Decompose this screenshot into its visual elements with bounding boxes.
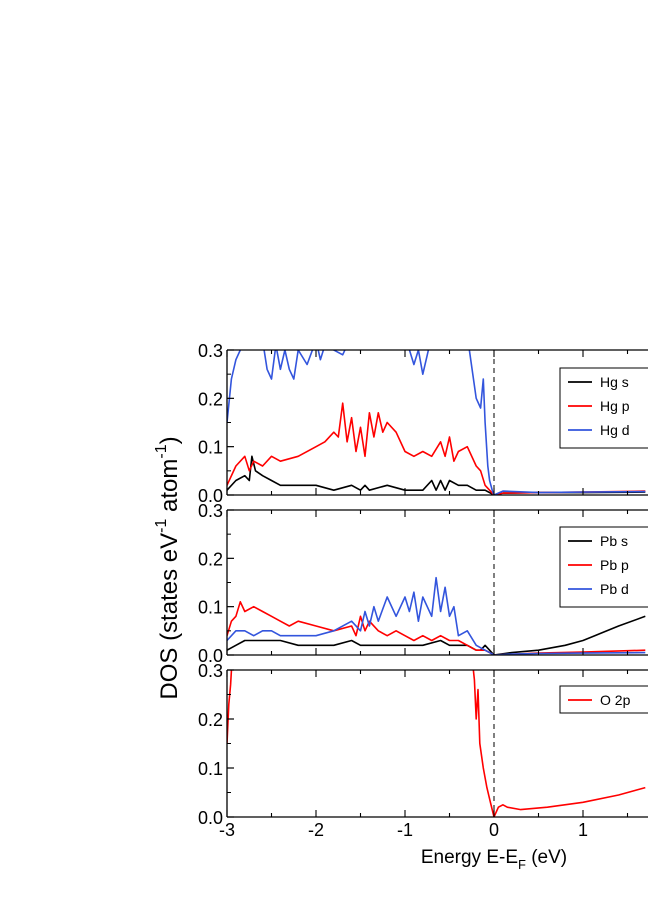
series-line-hg-d	[227, 350, 646, 495]
y-axis-label: DOS (states eV-1 atom-1)	[153, 436, 183, 699]
legend-1: Hg s Hg p Hg d	[559, 367, 648, 449]
legend-label: Pb d	[600, 581, 629, 597]
y-tick-label: 0.3	[198, 661, 223, 681]
legend-3: O 2p	[559, 685, 648, 714]
x-tick-label: 1	[578, 820, 588, 840]
panel-2-series	[227, 576, 646, 655]
y-tick-label: 0.0	[198, 808, 223, 828]
panel-1-series	[227, 350, 646, 495]
series-line-pb-d	[227, 576, 646, 655]
y-tick-label: 0.1	[198, 759, 223, 779]
panel-2: 0.0 0.1 0.2 0.3 Pb s Pb p Pb d	[198, 501, 648, 666]
series-line-pb-s	[227, 615, 646, 655]
x-tick-label: 0	[489, 820, 499, 840]
legend-label: Hg d	[600, 422, 630, 438]
y-tick-label: 0.3	[198, 341, 223, 361]
legend-label: Hg p	[600, 398, 630, 414]
y-tick-label: 0.3	[198, 501, 223, 521]
legend-label: Pb s	[600, 533, 628, 549]
x-tick-label: -1	[397, 820, 413, 840]
legend-box	[559, 367, 648, 449]
panel-3-series	[227, 670, 646, 817]
panel-3: 0.0 0.1 0.2 0.3 O 2p	[198, 661, 648, 828]
panel-1: 0.0 0.1 0.2 0.3 Hg s Hg p Hg d	[198, 341, 648, 506]
legend-label: Hg s	[600, 374, 629, 390]
x-tick-label: -3	[219, 820, 235, 840]
y-tick-label: 0.2	[198, 389, 223, 409]
y-tick-label: 0.1	[198, 598, 223, 618]
y-tick-label: 0.0	[198, 646, 223, 666]
y-tick-label: 0.1	[198, 438, 223, 458]
legend-label: Pb p	[600, 557, 629, 573]
series-line-o-2p	[227, 670, 646, 817]
panels-layer: 0.0 0.1 0.2 0.3 Hg s Hg p Hg d 0.0 0.1 0.2 0.3 Pb s…	[198, 341, 648, 840]
y-tick-label: 0.2	[198, 549, 223, 569]
series-line-hg-s	[227, 455, 646, 495]
series-line-hg-p	[227, 402, 646, 495]
series-line-pb-p	[227, 600, 646, 655]
y-tick-label: 0.0	[198, 486, 223, 506]
legend-label: O 2p	[600, 692, 631, 708]
legend-2: Pb s Pb p Pb d	[559, 526, 648, 608]
y-tick-label: 0.2	[198, 710, 223, 730]
x-tick-label: -2	[308, 820, 324, 840]
x-axis-label: Energy E-EF (eV)	[421, 847, 567, 872]
